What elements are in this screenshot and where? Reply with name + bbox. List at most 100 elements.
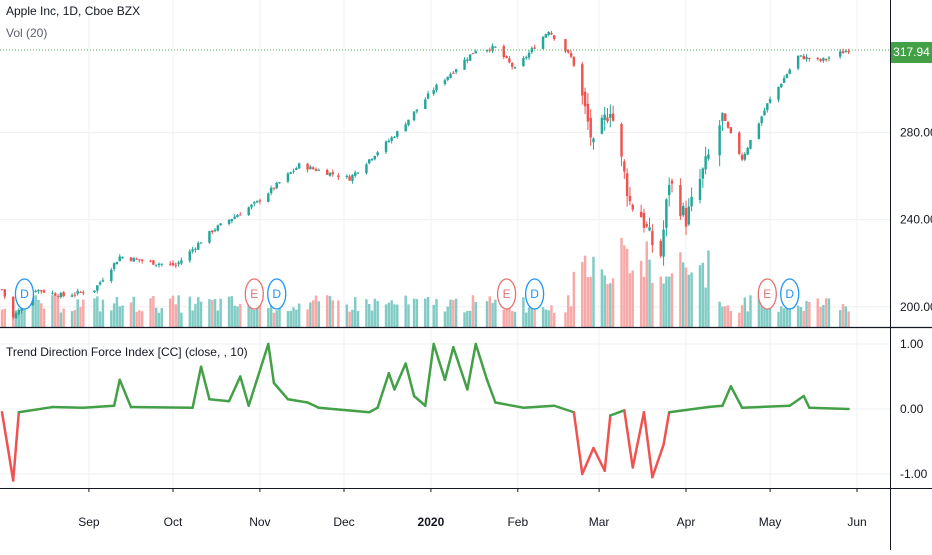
candle-body: [177, 262, 180, 265]
candle-body: [140, 259, 144, 261]
volume-bar: [541, 307, 545, 327]
svg-text:D: D: [785, 287, 794, 301]
candle-body: [258, 200, 262, 202]
volume-bar: [96, 296, 99, 327]
volume-bar: [387, 302, 391, 327]
candle-body: [670, 180, 674, 184]
candle-body: [236, 215, 239, 218]
volume-bar: [351, 309, 354, 327]
candle-body: [118, 256, 121, 262]
candle-body: [272, 187, 276, 189]
volume-legend[interactable]: Vol (20): [6, 26, 48, 40]
candle-body: [581, 64, 584, 96]
indicator-segment: [286, 398, 309, 404]
volume-bar: [449, 299, 452, 327]
volume-bar: [426, 297, 430, 327]
indicator-segment: [592, 446, 606, 472]
volume-bar: [494, 299, 497, 327]
candle-body: [726, 122, 730, 128]
volume-bar: [844, 306, 848, 327]
earnings-marker[interactable]: E: [757, 278, 777, 310]
volume-bar: [54, 295, 57, 327]
candle-body: [188, 251, 192, 261]
candle-body: [314, 169, 318, 171]
candle-body: [219, 223, 222, 226]
x-tick-label: Apr: [677, 515, 696, 529]
volume-bar: [3, 308, 7, 327]
volume-bar: [110, 310, 113, 327]
candle-body: [780, 83, 783, 88]
volume-bar: [331, 300, 335, 327]
volume-bar: [208, 299, 211, 327]
candle-body: [79, 291, 82, 293]
candle-body: [180, 260, 183, 264]
dividend-marker[interactable]: D: [14, 278, 35, 310]
indicator-segment: [788, 394, 805, 407]
earnings-marker[interactable]: E: [244, 278, 264, 310]
candle-body: [160, 263, 164, 265]
volume-bar: [216, 310, 220, 327]
volume-bar: [435, 299, 438, 327]
volume-bar: [819, 306, 822, 327]
volume-bar: [670, 273, 674, 327]
candle-body: [157, 263, 161, 266]
volume-bar: [250, 304, 253, 327]
candle-body: [11, 296, 15, 318]
candle-body: [463, 59, 466, 70]
candle-body: [253, 202, 256, 204]
candle-body: [642, 212, 646, 228]
candle-body: [267, 193, 270, 202]
volume-bar: [454, 298, 458, 327]
volume-bar: [788, 305, 791, 327]
indicator-segment: [208, 398, 231, 403]
candle-body: [286, 173, 290, 182]
candle-body: [740, 154, 744, 160]
volume-bar: [642, 276, 646, 327]
candle-body: [213, 229, 217, 232]
earnings-marker[interactable]: E: [496, 278, 517, 310]
dividend-marker[interactable]: D: [267, 278, 287, 310]
x-tick-label: May: [759, 515, 782, 529]
candle-body: [3, 289, 7, 297]
candle-body: [211, 230, 214, 233]
volume-bar: [236, 306, 239, 327]
volume-bar: [356, 311, 360, 327]
candle-body: [191, 249, 194, 252]
candle-body: [766, 103, 769, 111]
grid: [0, 0, 890, 488]
candle-body: [373, 155, 377, 160]
volume-bar: [726, 305, 730, 327]
volume-bar: [757, 296, 761, 327]
volume-bar: [564, 312, 567, 327]
candle-body: [255, 200, 259, 203]
candles: [0, 30, 850, 320]
candle-body: [805, 56, 808, 60]
candle-body: [59, 293, 63, 298]
dividend-marker[interactable]: D: [524, 278, 545, 310]
candle-body: [757, 123, 761, 139]
candle-body: [718, 125, 721, 156]
volume-bar: [567, 295, 570, 327]
candle-body: [424, 99, 427, 109]
candle-body: [40, 290, 43, 292]
volume-bar: [505, 308, 508, 327]
candle-body: [247, 207, 250, 216]
volume-bar: [631, 270, 634, 327]
volume-bar: [278, 295, 281, 327]
dividend-marker[interactable]: D: [780, 278, 800, 310]
volume-bar: [396, 304, 399, 327]
indicator-segment: [432, 342, 447, 381]
candle-body: [93, 290, 96, 292]
volume-bar: [620, 237, 623, 327]
candle-body: [309, 166, 312, 170]
indicator-segment: [118, 378, 133, 409]
indicator-legend[interactable]: Trend Direction Force Index [CC] (close,…: [6, 345, 248, 359]
candle-body: [704, 156, 707, 170]
candle-body: [782, 78, 786, 83]
chart-title[interactable]: Apple Inc, 1D, Cboe BZX: [6, 4, 141, 18]
volume-bar: [508, 300, 511, 327]
candle-body: [485, 49, 489, 52]
candle-body: [494, 46, 497, 48]
